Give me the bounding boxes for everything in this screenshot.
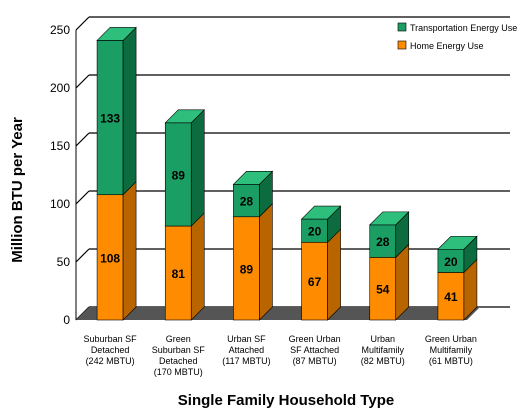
transport-energy-segment-top (96, 27, 137, 41)
transport-energy-segment-side (122, 26, 137, 196)
transport-energy-segment-top (300, 205, 342, 220)
data-label: 20 (444, 255, 458, 269)
bar-stack: 67 20 (300, 205, 342, 321)
x-tick-label-line: Multifamily (361, 345, 404, 355)
y-tick-label: 150 (50, 139, 70, 153)
data-label: 89 (240, 262, 254, 276)
data-label: 41 (444, 290, 458, 304)
home-energy-segment-side (190, 212, 205, 321)
home-energy-segment-side (327, 228, 341, 321)
x-tick-label-line: (170 MBTU) (154, 367, 203, 377)
x-tick-label: Green Urban SF Attached (87 MBTU) (289, 334, 341, 366)
legend-label: Home Energy Use (410, 41, 484, 51)
home-energy-segment (437, 272, 465, 321)
x-tick-label: Urban Multifamily (82 MBTU) (361, 334, 405, 366)
legend-swatch (397, 22, 407, 32)
x-tick-label-line: Green Urban (425, 334, 477, 344)
x-tick-label-line: (61 MBTU) (429, 356, 473, 366)
y-tick-label: 100 (50, 197, 70, 211)
transport-energy-segment-side (190, 109, 205, 227)
data-label: 20 (308, 225, 322, 239)
home-energy-segment (301, 241, 328, 321)
data-label: 54 (376, 283, 390, 297)
x-tick-label-line: Urban (370, 334, 395, 344)
x-tick-label-line: Attached (229, 345, 265, 355)
x-tick-label-line: Suburban SF (152, 345, 206, 355)
y-tick-label: 0 (63, 313, 70, 327)
transport-energy-segment (233, 183, 260, 218)
transport-energy-segment (164, 122, 192, 227)
y-tick-label: 200 (50, 81, 70, 95)
home-energy-segment-side (259, 203, 273, 321)
chart-floor (76, 307, 480, 320)
y-tick-label: 250 (50, 23, 70, 37)
x-tick-label: Suburban SF Detached (242 MBTU) (84, 334, 138, 366)
bar-stack: 108 133 (96, 26, 137, 321)
x-tick-label-line: (87 MBTU) (293, 356, 337, 366)
gridline-depth (75, 132, 90, 147)
data-label: 133 (100, 112, 120, 126)
transport-energy-segment-top (437, 235, 478, 250)
home-energy-segment-side (122, 180, 137, 321)
bar-stack: 89 28 (232, 170, 274, 321)
y-axis-title: Million BTU per Year (9, 117, 26, 263)
bar-stack: 54 28 (369, 211, 410, 321)
gridline-depth (75, 190, 90, 205)
bar-stack: 41 20 (437, 235, 478, 321)
data-label: 108 (100, 251, 120, 265)
data-label: 89 (172, 168, 186, 182)
transport-energy-segment-top (232, 170, 274, 185)
x-tick-label-line: Urban SF (227, 334, 266, 344)
x-tick-label: Green Urban Multifamily (61 MBTU) (425, 334, 477, 366)
x-tick-label-line: (82 MBTU) (361, 356, 405, 366)
gridline-depth (75, 248, 90, 263)
legend-swatch (397, 40, 407, 50)
x-tick-label-line: Suburban SF (84, 334, 138, 344)
data-label: 28 (240, 195, 254, 209)
data-label: 67 (308, 275, 322, 289)
x-tick-label-line: Multifamily (430, 345, 473, 355)
home-energy-segment (96, 194, 124, 321)
y-tick-label: 50 (57, 255, 71, 269)
transport-energy-segment (96, 40, 124, 196)
transport-energy-segment-top (369, 211, 410, 226)
home-energy-segment (164, 225, 192, 321)
x-tick-label-line: (242 MBTU) (86, 356, 135, 366)
home-energy-segment (369, 257, 397, 321)
x-tick-label: Green Suburban SF Detached (170 MBTU) (152, 334, 206, 377)
gridlines (75, 16, 510, 321)
x-tick-label-line: SF Attached (290, 345, 339, 355)
data-label: 28 (376, 235, 390, 249)
x-axis-title: Single Family Household Type (178, 392, 394, 409)
gridline-depth (75, 16, 90, 31)
x-tick-label-line: Green (166, 334, 191, 344)
gridline-depth (75, 74, 90, 89)
x-tick-label: Urban SF Attached (117 MBTU) (222, 334, 270, 366)
floor-plane (76, 307, 480, 320)
x-tick-label-line: Detached (91, 345, 130, 355)
x-tick-label-line: Detached (159, 356, 198, 366)
x-tick-label-line: Green Urban (289, 334, 341, 344)
legend: Transportation Energy Use Home Energy Use (397, 22, 517, 51)
y-axis-ticks: 0 50 100 150 200 250 (50, 23, 70, 327)
bars: 108 133 81 89 89 28 67 20 54 28 41 20 (96, 26, 478, 321)
data-label: 81 (172, 267, 186, 281)
x-axis-categories: Suburban SF Detached (242 MBTU)Green Suburb… (84, 334, 477, 377)
legend-label: Transportation Energy Use (410, 23, 517, 33)
home-energy-segment (233, 216, 260, 321)
transport-energy-segment-top (164, 109, 205, 124)
x-tick-label-line: (117 MBTU) (222, 356, 270, 366)
bar-stack: 81 89 (164, 109, 205, 321)
